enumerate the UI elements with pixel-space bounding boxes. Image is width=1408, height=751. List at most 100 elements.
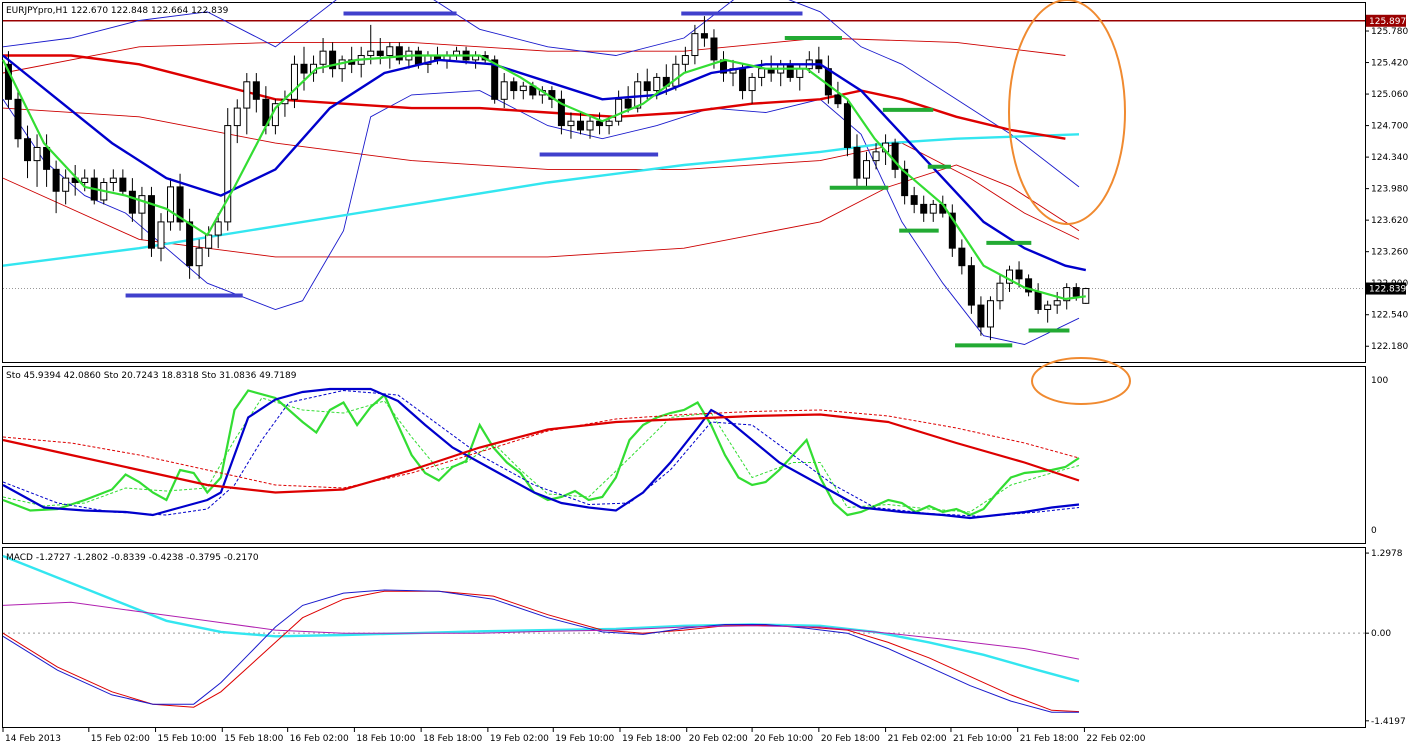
bear-candle [1015, 261, 1023, 288]
candle-body [300, 63, 308, 74]
stochastic-signal-line [2, 397, 1080, 513]
candle-body [1025, 278, 1033, 293]
y-tick-label: 122.180 [1371, 342, 1408, 352]
candle-body [33, 146, 41, 162]
macd-tick-label: 1.2978 [1371, 549, 1403, 559]
macd-line [2, 601, 1080, 660]
bear-candle [395, 42, 403, 65]
bear-candle [910, 186, 918, 214]
bull-candle [1063, 283, 1071, 310]
stochastic-signal-line [2, 389, 1080, 518]
candle-body [510, 81, 518, 92]
bear-candle [329, 42, 337, 78]
candle-body [977, 304, 985, 328]
stochastic-main-line [2, 413, 1080, 494]
candle-body [147, 195, 155, 249]
candle-body [1044, 304, 1052, 310]
bull-candle [33, 134, 41, 187]
bear-candle [1025, 274, 1033, 297]
candle-body [1015, 269, 1023, 280]
bear-candle [920, 195, 928, 222]
lower-envelope-line [2, 164, 1080, 258]
bear-candle [376, 38, 384, 65]
candle-body [796, 68, 804, 78]
bull-candle [986, 296, 994, 341]
bull-candle [863, 151, 871, 187]
candle-body [700, 33, 708, 39]
candle-body [214, 221, 222, 236]
bull-candle [386, 42, 394, 69]
bull-candle [681, 46, 689, 74]
last-price-box [1366, 282, 1406, 295]
candle-body [376, 50, 384, 57]
bear-candle [843, 99, 851, 157]
price-panel: 125.780 125.420 125.060 124.700 124.340 123.9… [2, 0, 1408, 352]
macd-line [2, 590, 1080, 713]
bull-candle [290, 55, 298, 109]
y-tick-label: 125.420 [1371, 59, 1408, 69]
bull-candle [519, 81, 527, 100]
x-tick-label: 20 Feb 10:00 [754, 734, 813, 744]
x-tick-label: 14 Feb 2013 [5, 734, 61, 744]
macd-panel-frame [2, 547, 1366, 728]
y-tick-label: 122.540 [1371, 311, 1408, 321]
bear-candle [24, 125, 32, 179]
bear-candle [624, 86, 632, 113]
x-tick-label: 15 Feb 02:00 [91, 734, 150, 744]
candle-body [205, 234, 213, 249]
x-tick-label: 19 Feb 02:00 [490, 734, 549, 744]
bull-candle [195, 239, 203, 279]
candle-body [395, 46, 403, 61]
candle-body [233, 107, 241, 127]
bear-candle [901, 160, 909, 205]
macd-line [2, 554, 1080, 683]
candle-body [681, 55, 689, 65]
candle-body [290, 63, 298, 100]
bull-candle [224, 108, 232, 231]
x-tick-label: 22 Feb 02:00 [1086, 734, 1145, 744]
candle-body [491, 59, 499, 100]
last-price-label: 122.839 [1369, 285, 1406, 295]
candle-body [128, 190, 136, 214]
candle-body [672, 63, 680, 87]
candle-body [167, 186, 175, 223]
candle-body [710, 37, 718, 61]
stochastic-panel-title: Sto 45.9394 42.0860 Sto 20.7243 18.8318 … [6, 371, 297, 381]
candle-body [1072, 287, 1080, 297]
candle-body [1034, 291, 1042, 310]
x-tick-label: 16 Feb 02:00 [290, 734, 349, 744]
bull-candle [109, 169, 117, 192]
candle-body [910, 195, 918, 205]
bull-candle [1044, 300, 1052, 323]
bull-candle [167, 178, 175, 231]
candle-body [967, 265, 975, 306]
candle-body [567, 120, 575, 127]
bear-candle [300, 46, 308, 91]
candle-body [195, 247, 203, 267]
candle-body [758, 68, 766, 78]
x-tick-label: 19 Feb 10:00 [555, 734, 614, 744]
bear-candle [52, 160, 60, 214]
bear-candle [643, 68, 651, 100]
macd-tick-label: 0.00 [1371, 629, 1391, 639]
y-tick-label: 123.620 [1371, 216, 1408, 226]
candle-body [176, 186, 184, 223]
candle-body [929, 203, 937, 214]
candle-body [834, 94, 842, 105]
orange-ellipse-annotation-small [1031, 357, 1131, 405]
bull-candle [615, 90, 623, 126]
candle-body [157, 221, 165, 249]
stochastic-main-line [2, 389, 1080, 517]
candle-body [81, 177, 89, 183]
bull-candle [996, 274, 1004, 310]
bull-candle [872, 143, 880, 170]
candle-body [958, 247, 966, 267]
candle-body [739, 68, 747, 92]
bear-candle [700, 16, 708, 47]
slow-moving-average-line [3, 54, 1066, 140]
bear-candle [557, 90, 565, 135]
macd-line [2, 589, 1079, 713]
bear-candle [147, 186, 155, 257]
stochastic-main-line [2, 387, 1080, 520]
bear-candle [948, 204, 956, 257]
